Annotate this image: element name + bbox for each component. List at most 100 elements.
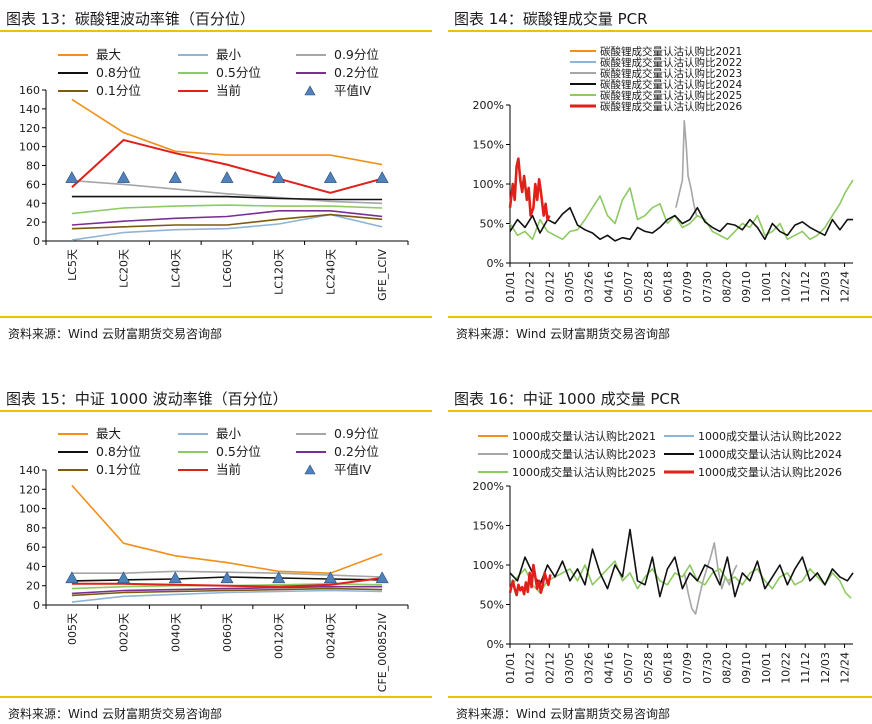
- legend-label: 最大: [96, 47, 121, 62]
- legend-label: 平值IV: [334, 462, 372, 477]
- legend-label: 1000成交量认沽认购比2026: [698, 465, 842, 479]
- data-point: [323, 571, 337, 584]
- legend-label: 最小: [216, 426, 242, 441]
- x-tick-label: LC240天: [324, 249, 337, 295]
- csi1000-vol-cone-chart: 最大 最小 0.9分位 0.8分位 0.5分位 0.2分位 0.1分位 当前 平值IV 0 20 40…: [19, 426, 409, 693]
- x-tick-label: 00240天: [324, 613, 337, 659]
- y-tick-label: 200%: [473, 480, 504, 493]
- x-tick-label: 09/10: [740, 271, 753, 303]
- data-point: [375, 571, 389, 584]
- x-tick-label: 03/05: [563, 652, 576, 684]
- x-tick-label: CFE_000852IV: [376, 613, 389, 693]
- y-tick-label: 0%: [487, 257, 504, 270]
- y-tick-label: 60: [26, 178, 40, 191]
- legend-label: 0.8分位: [96, 65, 141, 80]
- series-line: [71, 210, 383, 226]
- x-tick-label: 10/22: [780, 271, 793, 303]
- data-point: [323, 171, 337, 183]
- y-tick-label: 80: [26, 522, 40, 535]
- panel-lc-pcr: 图表 14：碳酸锂成交量 PCR 碳酸锂成交量认沽认购比2021 碳酸锂成交量认沽…: [448, 0, 872, 352]
- y-tick-label: 160: [19, 84, 40, 97]
- x-tick-label: 07/09: [681, 652, 694, 684]
- series-line: [71, 213, 383, 230]
- x-tick-label: LC20天: [118, 249, 131, 288]
- title-rule: [0, 410, 432, 412]
- data-point: [117, 171, 131, 183]
- legend-marker: [304, 464, 316, 475]
- x-tick-label: 07/30: [701, 271, 714, 303]
- source-rule: [448, 696, 872, 698]
- y-tick-label: 120: [19, 483, 40, 496]
- x-tick-label: 01/01: [504, 271, 517, 303]
- x-tick-label: 0020天: [118, 613, 131, 652]
- legend-label: 0.1分位: [96, 462, 141, 477]
- x-tick-label: 02/12: [543, 271, 556, 303]
- series-line: [683, 542, 738, 615]
- x-tick-label: 01/22: [524, 271, 537, 303]
- x-tick-label: 005天: [66, 613, 79, 645]
- y-tick-label: 40: [26, 560, 40, 573]
- x-tick-label: 05/07: [622, 271, 635, 303]
- series-line: [71, 484, 383, 575]
- x-tick-label: LC5天: [66, 249, 79, 281]
- x-tick-label: 03/05: [563, 271, 576, 303]
- data-point: [220, 571, 234, 584]
- data-point: [272, 571, 286, 584]
- legend-label: 0.9分位: [334, 426, 379, 441]
- series-line: [71, 585, 383, 595]
- legend-label: 最大: [96, 426, 121, 441]
- chart-title: 图表 15：中证 1000 波动率锥（百分位）: [6, 390, 288, 408]
- source-note: 资料来源：Wind 云财富期货交易咨询部: [456, 707, 670, 721]
- x-tick-label: 06/18: [661, 652, 674, 684]
- x-tick-label: 05/28: [642, 271, 655, 303]
- data-point: [272, 171, 286, 183]
- x-tick-label: 02/12: [543, 652, 556, 684]
- chart-title: 图表 16：中证 1000 成交量 PCR: [454, 390, 681, 408]
- series-line: [71, 204, 383, 215]
- y-tick-label: 0: [33, 599, 40, 612]
- x-tick-label: LC60天: [221, 249, 234, 288]
- x-tick-label: 08/20: [720, 652, 733, 684]
- legend-label: 当前: [216, 462, 241, 477]
- legend-label: 0.2分位: [334, 65, 379, 80]
- series-line: [508, 563, 552, 597]
- legend-label: 碳酸锂成交量认沽认购比2025: [600, 89, 742, 102]
- source-note: 资料来源：Wind 云财富期货交易咨询部: [456, 327, 670, 341]
- x-tick-label: 05/28: [642, 652, 655, 684]
- legend-label: 0.1分位: [96, 83, 141, 98]
- data-point: [117, 571, 131, 584]
- data-point: [375, 171, 389, 183]
- source-note: 资料来源：Wind 云财富期货交易咨询部: [8, 707, 222, 721]
- y-tick-label: 50%: [480, 218, 504, 231]
- legend-label: 碳酸锂成交量认沽认购比2024: [600, 78, 743, 91]
- y-tick-label: 150%: [473, 520, 504, 533]
- series-line: [509, 528, 854, 598]
- y-tick-label: 140: [19, 464, 40, 477]
- x-tick-label: 12/03: [819, 652, 832, 684]
- legend-label: 最小: [216, 47, 242, 62]
- x-tick-label: 04/16: [602, 271, 615, 303]
- y-tick-label: 40: [26, 197, 40, 210]
- x-tick-label: 0060天: [221, 613, 234, 652]
- series-line: [71, 577, 383, 588]
- series-line: [71, 195, 383, 201]
- panel-lc-vol-cone: 图表 13：碳酸锂波动率锥（百分位） 最大 最小 0.9分位 0.8分位 0.5分位 0.…: [0, 0, 432, 352]
- lc-vol-cone-chart: 最大 最小 0.9分位 0.8分位 0.5分位 0.2分位 0.1分位 当前 平值IV 0 20 40…: [19, 47, 409, 301]
- legend-marker: [304, 85, 316, 96]
- y-tick-label: 20: [26, 216, 40, 229]
- y-tick-label: 200%: [473, 99, 504, 112]
- source-rule: [0, 696, 432, 698]
- x-tick-label: 11/12: [799, 271, 812, 303]
- legend-label: 0.9分位: [334, 47, 379, 62]
- lc-pcr-chart: 碳酸锂成交量认沽认购比2021碳酸锂成交量认沽认购比2022碳酸锂成交量认沽认购…: [473, 45, 854, 303]
- panel-csi1000-vol-cone: 图表 15：中证 1000 波动率锥（百分位） 最大 最小 0.9分位 0.8分位 0.…: [0, 380, 432, 724]
- x-tick-label: 03/26: [583, 652, 596, 684]
- series-line: [71, 587, 383, 597]
- x-tick-label: 10/22: [780, 652, 793, 684]
- legend-label: 0.5分位: [216, 444, 261, 459]
- legend-label: 0.5分位: [216, 65, 261, 80]
- series-line: [71, 179, 383, 205]
- y-tick-label: 100%: [473, 559, 504, 572]
- x-tick-label: 00120天: [273, 613, 286, 659]
- x-tick-label: 09/10: [740, 652, 753, 684]
